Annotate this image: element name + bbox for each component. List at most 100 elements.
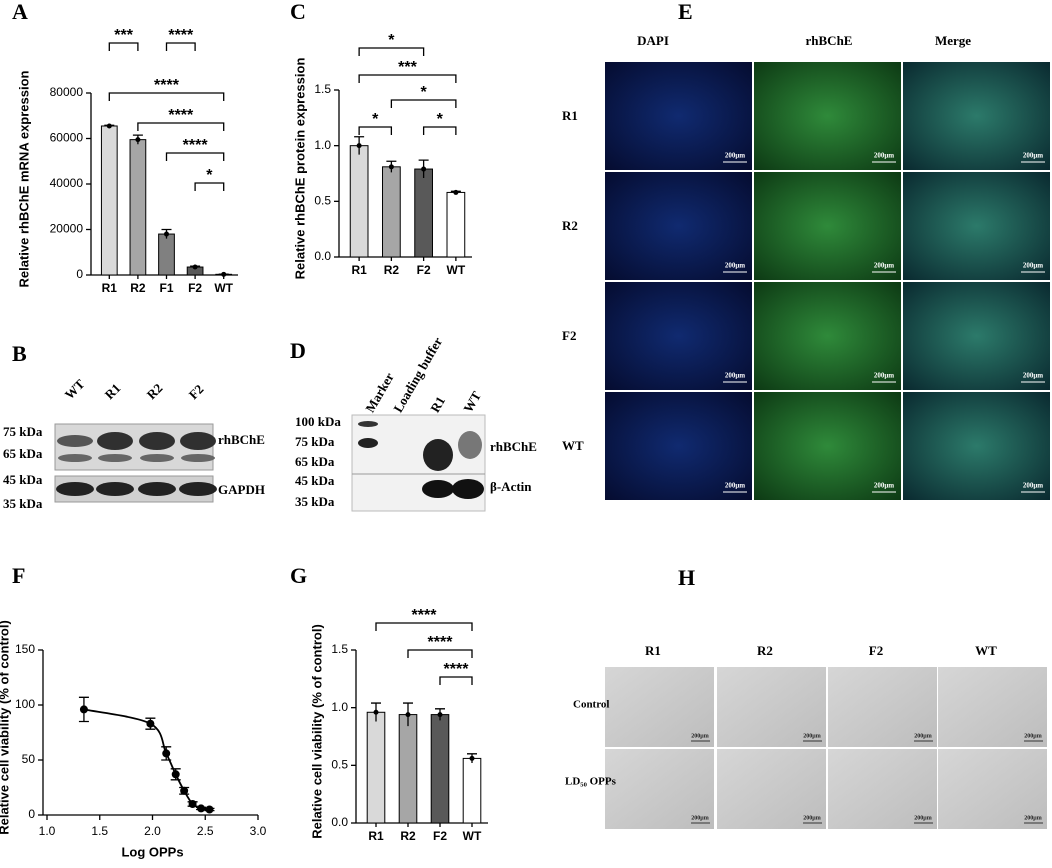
scale-bar-label: 200μm [1023, 482, 1043, 490]
scale-bar-label: 200μm [1024, 733, 1041, 739]
y-tick-label: 100 [15, 697, 35, 711]
significance-label: * [421, 84, 428, 101]
significance-label: * [437, 111, 444, 128]
label: R1 [102, 380, 124, 402]
label: 65 kDa [295, 454, 335, 469]
y-tick-label: 80000 [50, 85, 84, 99]
data-point [189, 800, 197, 808]
label: R2 [757, 643, 773, 658]
band [58, 454, 92, 462]
label: F2 [562, 328, 576, 343]
label: WT [562, 438, 584, 453]
panel-label: A [12, 0, 28, 24]
band [358, 421, 378, 427]
data-point [453, 190, 458, 195]
scale-bar-label: 200μm [874, 482, 894, 490]
x-tick-label: R2 [130, 281, 146, 295]
data-point [162, 749, 170, 757]
data-point [470, 756, 475, 761]
y-tick-label: 1.5 [314, 82, 331, 96]
x-axis-label: Log OPPs [121, 844, 183, 859]
scale-bar-label: 200μm [725, 152, 745, 160]
data-point [135, 137, 140, 142]
band [96, 482, 134, 496]
data-point [389, 164, 394, 169]
panel-label: E [678, 0, 693, 24]
band [179, 482, 217, 496]
band [56, 482, 94, 496]
band [140, 454, 174, 462]
band [98, 454, 132, 462]
band [97, 432, 133, 450]
y-tick-label: 150 [15, 642, 35, 656]
band [180, 432, 216, 450]
data-point [438, 712, 443, 717]
label: F2 [869, 643, 883, 658]
label: rhBChE [218, 432, 265, 447]
x-tick-label: F2 [188, 281, 202, 295]
x-tick-label: WT [447, 263, 466, 277]
scale-bar-label: 200μm [803, 733, 820, 739]
bar [447, 192, 465, 257]
significance-label: **** [412, 607, 438, 624]
label: R2 [144, 380, 166, 402]
x-tick-label: F2 [417, 263, 431, 277]
y-tick-label: 1.5 [331, 642, 348, 656]
bar [383, 167, 401, 257]
significance-label: * [206, 167, 213, 184]
x-tick-label: R1 [351, 263, 367, 277]
x-tick-label: R2 [400, 829, 416, 843]
scale-bar-label: 200μm [874, 372, 894, 380]
band [423, 439, 453, 471]
x-tick-label: 2.0 [144, 824, 161, 838]
band [452, 479, 484, 499]
scale-bar-label: 200μm [725, 262, 745, 270]
y-tick-label: 1.0 [314, 138, 331, 152]
panel-label: D [290, 338, 306, 363]
label: 35 kDa [295, 494, 335, 509]
label: 65 kDa [3, 446, 43, 461]
y-axis-label: Relative rhBChE protein expression [292, 58, 307, 280]
y-tick-label: 0 [76, 267, 83, 281]
label: WT [975, 643, 997, 658]
label: GAPDH [218, 482, 265, 497]
label: DAPI [637, 33, 669, 48]
y-axis-label: Relative cell viability (% of control) [0, 620, 11, 835]
label: 45 kDa [3, 472, 43, 487]
bar [350, 146, 368, 257]
scale-bar-label: 200μm [691, 733, 708, 739]
x-tick-label: 1.5 [91, 824, 108, 838]
x-tick-label: WT [463, 829, 482, 843]
scale-bar-label: 200μm [803, 815, 820, 821]
y-tick-label: 0 [28, 807, 35, 821]
label: R2 [562, 218, 578, 233]
label: LD₅₀ OPPs [565, 776, 617, 788]
significance-label: *** [114, 27, 133, 44]
significance-label: *** [398, 59, 417, 76]
significance-label: **** [168, 107, 194, 124]
x-tick-label: F2 [433, 829, 447, 843]
scale-bar-label: 200μm [1024, 815, 1041, 821]
scale-bar-label: 200μm [725, 482, 745, 490]
label: 75 kDa [295, 434, 335, 449]
label: 35 kDa [3, 496, 43, 511]
scale-bar-label: 200μm [914, 815, 931, 821]
bar [130, 140, 146, 275]
data-point [197, 804, 205, 812]
y-tick-label: 0.0 [314, 249, 331, 263]
label: β-Actin [490, 479, 532, 494]
label: F2 [186, 381, 207, 402]
y-tick-label: 0.5 [331, 758, 348, 772]
bar [101, 126, 117, 275]
panel-label: H [678, 565, 695, 590]
significance-label: **** [168, 27, 194, 44]
significance-label: **** [154, 77, 180, 94]
y-axis-label: Relative cell viability (% of control) [309, 624, 324, 839]
x-tick-label: 1.0 [39, 824, 56, 838]
scale-bar-label: 200μm [914, 733, 931, 739]
data-point [205, 806, 213, 814]
x-tick-label: 3.0 [250, 824, 267, 838]
label: rhBChE [490, 439, 537, 454]
data-point [180, 787, 188, 795]
